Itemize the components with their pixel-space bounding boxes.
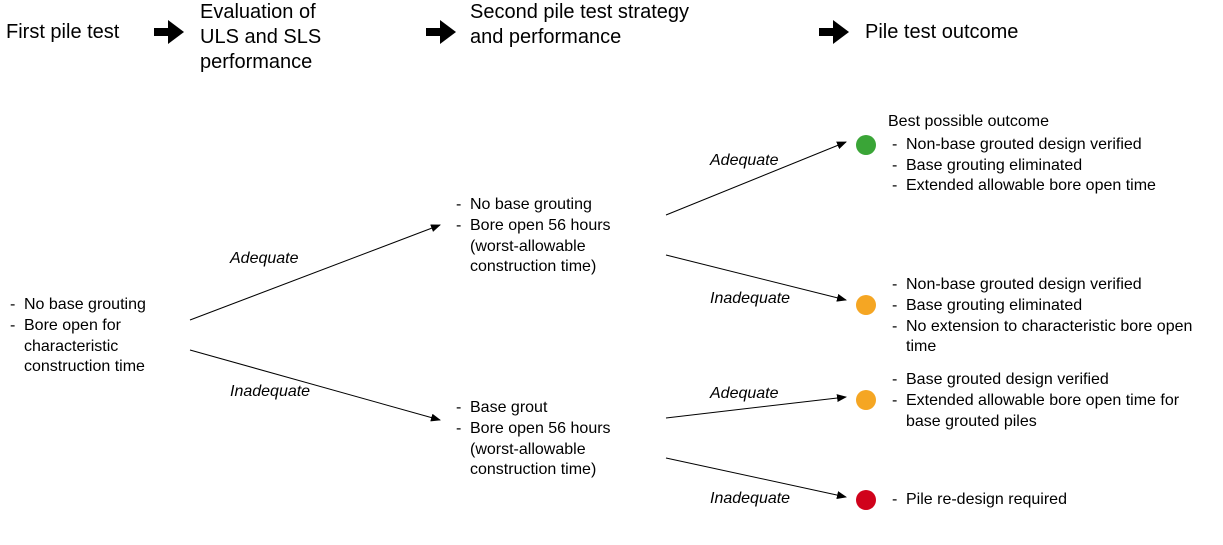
edge-label: Inadequate bbox=[710, 290, 790, 308]
node-outcome-2-bullet: No extension to characteristic bore open… bbox=[906, 317, 1218, 359]
edge-label: Inadequate bbox=[230, 383, 310, 401]
node-outcome-2-bullet: Non-base grouted design verified bbox=[906, 275, 1218, 296]
edge-label: Adequate bbox=[710, 152, 779, 170]
edge-label: Adequate bbox=[230, 250, 299, 268]
header-col1: First pile test bbox=[6, 20, 176, 45]
node-outcome-1-bullet: Extended allowable bore open time bbox=[906, 176, 1208, 197]
node-outcome-1-bullet: Non-base grouted design verified bbox=[906, 135, 1208, 156]
header-col2: Evaluation of ULS and SLS performance bbox=[200, 0, 370, 75]
node-root-bullet: Bore open for characteristic constructio… bbox=[24, 316, 186, 378]
node-mid-bot-bullet: Bore open 56 hours (worst-allowable cons… bbox=[470, 419, 662, 481]
node-root-bullet: No base grouting bbox=[24, 295, 186, 316]
node-outcome-1-title: Best possible outcome bbox=[888, 112, 1208, 133]
node-mid-top-bullet: Bore open 56 hours (worst-allowable cons… bbox=[470, 216, 662, 278]
node-mid-top: No base grouting Bore open 56 hours (wor… bbox=[452, 195, 662, 278]
node-mid-bot-bullet: Base grout bbox=[470, 398, 662, 419]
edge-label: Adequate bbox=[710, 385, 779, 403]
node-outcome-4: Pile re-design required bbox=[888, 490, 1208, 511]
node-outcome-3-bullet: Extended allowable bore open time for ba… bbox=[906, 391, 1218, 433]
node-outcome-3-bullet: Base grouted design verified bbox=[906, 370, 1218, 391]
node-outcome-1: Best possible outcome Non-base grouted d… bbox=[888, 112, 1208, 197]
status-dot-amber bbox=[856, 295, 876, 315]
status-dot-green bbox=[856, 135, 876, 155]
edge-label: Inadequate bbox=[710, 490, 790, 508]
node-outcome-2-bullet: Base grouting eliminated bbox=[906, 296, 1218, 317]
status-dot-red bbox=[856, 490, 876, 510]
header-col3: Second pile test strategy and performanc… bbox=[470, 0, 770, 50]
status-dot-amber bbox=[856, 390, 876, 410]
node-outcome-4-bullet: Pile re-design required bbox=[906, 490, 1208, 511]
node-outcome-3: Base grouted design verified Extended al… bbox=[888, 370, 1218, 432]
node-outcome-2: Non-base grouted design verified Base gr… bbox=[888, 275, 1218, 358]
header-col4: Pile test outcome bbox=[865, 20, 1115, 45]
flowchart-canvas: First pile test Evaluation of ULS and SL… bbox=[0, 0, 1223, 545]
node-mid-bot: Base grout Bore open 56 hours (worst-all… bbox=[452, 398, 662, 481]
node-mid-top-bullet: No base grouting bbox=[470, 195, 662, 216]
node-root: No base grouting Bore open for character… bbox=[6, 295, 186, 378]
node-outcome-1-bullet: Base grouting eliminated bbox=[906, 156, 1208, 177]
